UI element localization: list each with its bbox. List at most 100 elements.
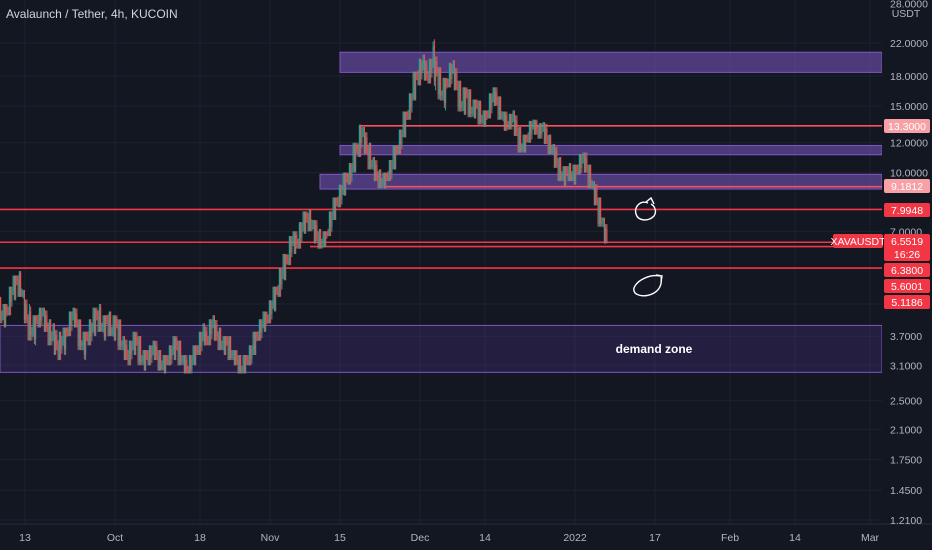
candle-body	[593, 181, 595, 206]
candle-body	[380, 169, 382, 188]
candle-body	[313, 219, 315, 244]
candle-body	[542, 122, 544, 128]
candle-body	[441, 95, 443, 97]
candle-body	[382, 172, 384, 183]
candle-body	[540, 123, 542, 135]
candle-body	[575, 164, 577, 185]
candle-body	[477, 103, 479, 125]
candle-body	[166, 354, 168, 361]
candle-body	[58, 331, 60, 361]
candle-body	[535, 121, 537, 135]
candle-body	[476, 99, 478, 104]
candle-body	[153, 340, 155, 361]
candle-body	[345, 172, 347, 196]
candle-body	[271, 303, 273, 315]
candle-body	[155, 345, 157, 361]
y-tick-label: 28.0000	[890, 0, 928, 10]
candle-body	[582, 152, 584, 159]
candle-body	[377, 175, 379, 189]
candle-body	[95, 310, 97, 336]
candle-body	[383, 172, 385, 189]
candle-body	[357, 148, 359, 157]
candle-body	[555, 151, 557, 168]
candle-body	[577, 169, 579, 175]
candle-body	[28, 311, 30, 340]
y-tick-label: 1.4500	[890, 485, 922, 497]
candle-body	[293, 231, 295, 254]
candle-body	[427, 76, 429, 84]
candle-body	[595, 188, 597, 206]
candle-body	[76, 313, 78, 324]
x-tick-label: 17	[649, 532, 661, 544]
candle-body	[423, 54, 425, 81]
candle-body	[356, 144, 358, 149]
candle-body	[596, 188, 598, 202]
candle-body	[491, 97, 493, 109]
candle-body	[243, 354, 245, 374]
candle-body	[410, 93, 412, 108]
candle-body	[548, 134, 550, 155]
candle-body	[18, 272, 20, 297]
price-tag-box	[884, 279, 930, 293]
candle-body	[256, 331, 258, 337]
candle-body	[428, 58, 430, 84]
y-tick-label: 1.2100	[890, 515, 922, 527]
candle-body	[146, 350, 148, 355]
price-tag-value: 9.1812	[891, 181, 923, 193]
price-tag-value: 6.3800	[891, 265, 923, 277]
candle-body	[240, 354, 242, 374]
candle-body	[312, 219, 314, 225]
candle-body	[302, 211, 304, 227]
candle-body	[17, 280, 19, 297]
candle-body	[490, 93, 492, 109]
candle-body	[247, 360, 249, 366]
candle-body	[566, 166, 568, 172]
candle-body	[378, 169, 380, 189]
candle-body	[505, 115, 507, 131]
price-tag-value: 7.9948	[891, 205, 923, 217]
candle-body	[110, 311, 112, 336]
candle-body	[212, 315, 214, 324]
y-tick-label: 12.0000	[890, 138, 928, 150]
candle-body	[161, 365, 163, 370]
candle-body	[583, 152, 585, 173]
candle-body	[315, 225, 317, 244]
candle-body	[422, 54, 424, 66]
candle-body	[601, 222, 603, 224]
candle-body	[1, 315, 3, 321]
candle-body	[373, 156, 375, 182]
candle-body	[91, 327, 93, 337]
candle-body	[358, 125, 360, 157]
candle-body	[230, 336, 232, 359]
candle-body	[332, 197, 334, 216]
candle-body	[405, 111, 407, 138]
candle-body	[258, 319, 260, 341]
candle-body	[478, 100, 480, 125]
candle-body	[257, 336, 259, 341]
candle-body	[311, 224, 313, 230]
y-tick-label: 3.1000	[890, 360, 922, 372]
candle-body	[327, 233, 329, 237]
y-tick-label: 15.0000	[890, 101, 928, 113]
candle-body	[521, 148, 523, 151]
time-axis[interactable]: 13 Oct 18 Nov 15 Dec 14 2022 17 Feb 14 Mar	[19, 532, 879, 544]
candle-body	[417, 75, 419, 86]
candle-body	[5, 304, 7, 328]
candle-body	[437, 71, 439, 95]
candle-body	[37, 319, 39, 328]
candle-body	[106, 315, 108, 320]
candle-body	[137, 340, 139, 363]
candle-body	[111, 331, 113, 336]
candle-body	[576, 164, 578, 170]
candle-body	[335, 197, 337, 220]
candle-body	[38, 307, 40, 328]
candle-body	[510, 113, 512, 127]
candle-body	[497, 100, 499, 120]
candle-body	[185, 359, 187, 374]
candle-body	[300, 222, 302, 238]
price-tag-box	[884, 263, 930, 277]
price-tags: 13.3000 9.1812 7.9948 6.3800 5.6001 5.1186 XAV…	[830, 119, 930, 309]
candle-body	[333, 197, 335, 220]
